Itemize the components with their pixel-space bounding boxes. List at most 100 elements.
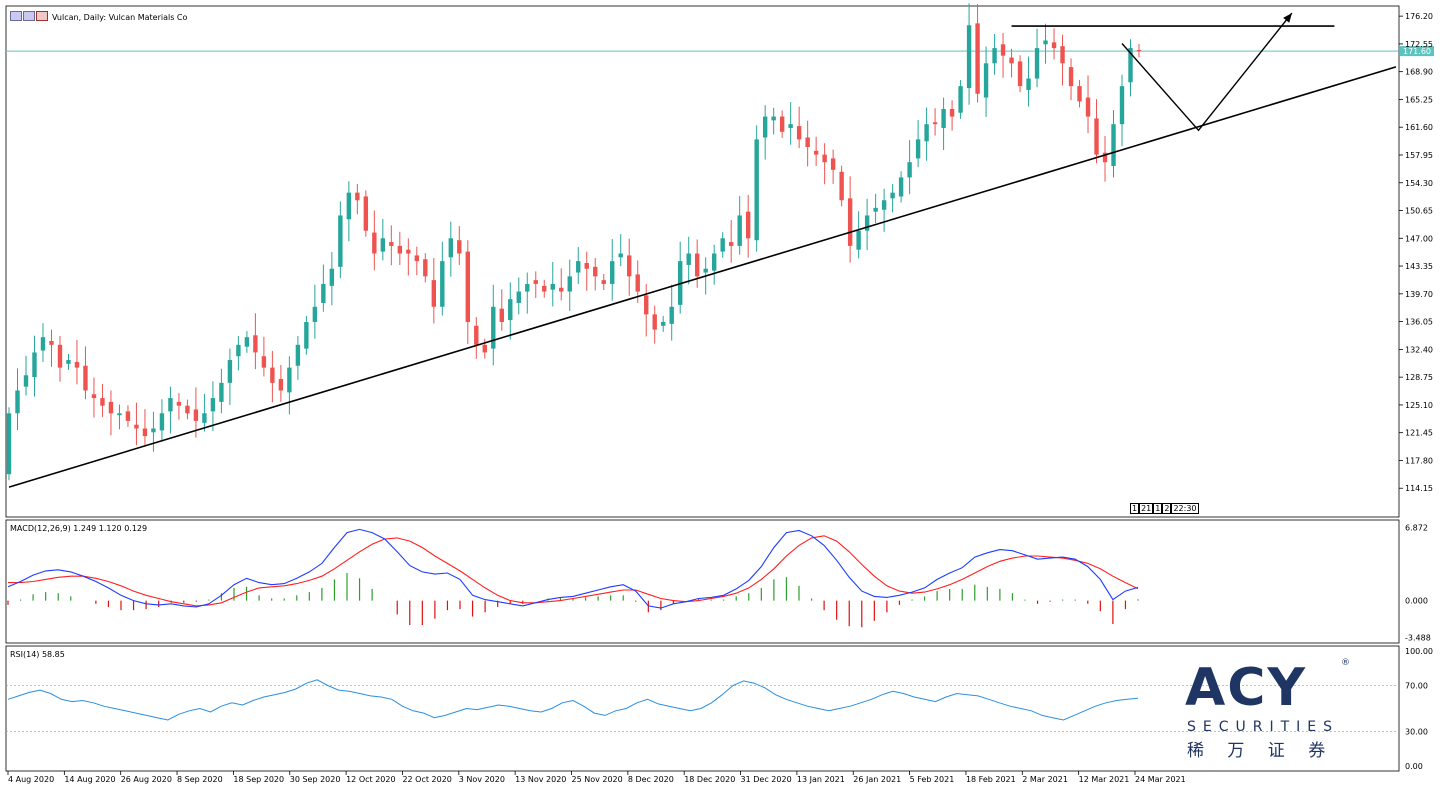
candle-body bbox=[771, 116, 776, 121]
candle-body bbox=[40, 337, 46, 351]
candle-body bbox=[525, 283, 530, 292]
price-tick-label: 125.10 bbox=[1405, 401, 1433, 410]
candle-body bbox=[992, 48, 997, 64]
date-tick-label: 8 Sep 2020 bbox=[177, 775, 223, 784]
price-tick-label: 114.15 bbox=[1405, 484, 1433, 493]
candle-body bbox=[856, 230, 861, 250]
candle-body bbox=[924, 124, 929, 142]
date-axis: 4 Aug 2020 14 Aug 2020 26 Aug 2020 8 Sep 20… bbox=[7, 771, 1186, 784]
date-tick-label: 13 Nov 2020 bbox=[515, 775, 566, 784]
price-tick-label: 117.80 bbox=[1405, 456, 1433, 465]
candle-body bbox=[983, 63, 989, 98]
candle-body bbox=[159, 413, 165, 431]
date-tick-label: 5 Feb 2021 bbox=[910, 775, 955, 784]
candle-body bbox=[32, 352, 37, 378]
candle-body bbox=[397, 245, 403, 254]
candle-body bbox=[830, 158, 836, 170]
candle-body bbox=[669, 306, 674, 324]
candle-body bbox=[15, 390, 20, 414]
candle-body bbox=[542, 285, 547, 292]
rsi-tick-label: 100.00 bbox=[1405, 647, 1433, 656]
date-tick-label: 3 Nov 2020 bbox=[459, 775, 505, 784]
price-tick-label: 139.70 bbox=[1405, 290, 1433, 299]
candle-body bbox=[703, 268, 708, 273]
candle-body bbox=[295, 344, 301, 366]
macd-main-line bbox=[7, 528, 1139, 609]
candle-body bbox=[1017, 61, 1023, 87]
candle-body bbox=[1000, 44, 1006, 56]
candle-body bbox=[423, 259, 428, 277]
rsi-tick-label: 0.00 bbox=[1405, 762, 1423, 771]
candle-body bbox=[117, 413, 122, 416]
date-tick-label: 18 Sep 2020 bbox=[233, 775, 284, 784]
candle-body bbox=[796, 126, 802, 140]
candle-body bbox=[779, 116, 785, 132]
candle-body bbox=[66, 360, 71, 364]
candle-body bbox=[661, 321, 666, 326]
candle-body bbox=[762, 116, 768, 138]
candle-body bbox=[966, 25, 972, 89]
candle-body bbox=[627, 255, 632, 277]
price-tick-label: 143.35 bbox=[1405, 262, 1433, 271]
rsi-panel: 100.00 70.00 30.00 0.00 bbox=[6, 647, 1433, 771]
candle-body bbox=[559, 287, 564, 292]
candle-body bbox=[448, 238, 454, 258]
candle-body bbox=[932, 122, 938, 125]
candle-body bbox=[261, 356, 267, 368]
trend-drawings bbox=[8, 12, 1397, 488]
candle-body bbox=[168, 398, 173, 412]
candle-body bbox=[975, 23, 980, 94]
candle-body bbox=[839, 171, 844, 201]
macd-signal-line bbox=[8, 535, 1139, 607]
candle-body bbox=[754, 139, 759, 241]
date-tick-label: 26 Jan 2021 bbox=[853, 775, 901, 784]
candle-body bbox=[355, 192, 360, 201]
candle-body bbox=[244, 337, 250, 347]
macd-tick-label: -3.488 bbox=[1405, 634, 1431, 643]
candle-body bbox=[898, 177, 904, 197]
candle-body bbox=[1009, 57, 1014, 64]
macd-tick-label: 0.000 bbox=[1405, 597, 1428, 606]
price-tick-label: 168.90 bbox=[1405, 68, 1433, 77]
candle-body bbox=[788, 124, 793, 128]
candle-body bbox=[1043, 40, 1048, 45]
price-axis: 176.20 172.55 168.90 165.25 161.60 157.95 154.… bbox=[1399, 12, 1433, 493]
candle-body bbox=[406, 249, 411, 254]
candle-body bbox=[23, 375, 29, 387]
date-tick-label: 2 Mar 2021 bbox=[1022, 775, 1068, 784]
date-tick-label: 25 Nov 2020 bbox=[572, 775, 623, 784]
candle-body bbox=[958, 86, 963, 113]
candle-body bbox=[202, 413, 207, 423]
candle-body bbox=[380, 238, 386, 252]
date-tick-label: 4 Aug 2020 bbox=[8, 775, 54, 784]
date-tick-label: 12 Mar 2021 bbox=[1079, 775, 1130, 784]
candle-body bbox=[1060, 46, 1065, 64]
candle-body bbox=[1136, 49, 1142, 52]
candle-body bbox=[601, 280, 606, 284]
candle-body bbox=[329, 268, 335, 286]
candle-body bbox=[873, 207, 878, 212]
candle-body bbox=[6, 413, 12, 475]
candle-body bbox=[83, 365, 88, 391]
candle-body bbox=[949, 108, 955, 117]
candle-body bbox=[151, 428, 156, 433]
candle-body bbox=[694, 253, 700, 277]
candle-body bbox=[389, 242, 394, 246]
candle-body bbox=[91, 394, 97, 399]
candle-body bbox=[1085, 97, 1091, 117]
price-tick-label: 150.65 bbox=[1405, 207, 1433, 216]
candle-body bbox=[907, 162, 912, 178]
projection-path bbox=[1121, 12, 1293, 132]
price-tick-label: 128.75 bbox=[1405, 373, 1433, 382]
candle-body bbox=[482, 344, 487, 353]
candle-body bbox=[465, 251, 470, 322]
candle-body bbox=[253, 335, 258, 353]
candle-body bbox=[728, 242, 734, 246]
candle-body bbox=[142, 428, 148, 437]
candle-body bbox=[338, 215, 343, 267]
candle-body bbox=[227, 360, 233, 383]
candle-body bbox=[49, 341, 54, 345]
date-tick-label: 31 Dec 2020 bbox=[741, 775, 792, 784]
support-trendline bbox=[8, 66, 1397, 488]
